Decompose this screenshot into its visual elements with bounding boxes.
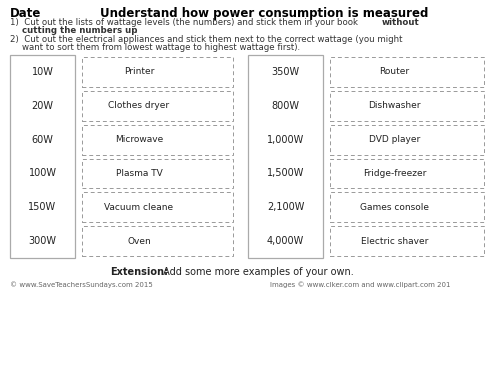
Text: 20W: 20W [32,101,54,111]
Text: Images © www.clker.com and www.clipart.com 201: Images © www.clker.com and www.clipart.c… [270,281,450,288]
Bar [330,226,484,256]
Text: 350W: 350W [272,67,299,77]
Text: 1,000W: 1,000W [267,135,304,145]
Text: Dishwasher: Dishwasher [368,101,420,110]
Text: Vacuum cleane: Vacuum cleane [104,203,174,212]
Text: Clothes dryer: Clothes dryer [108,101,170,110]
Bar [82,226,233,256]
Text: 150W: 150W [28,202,56,212]
Text: want to sort them from lowest wattage to highest wattage first).: want to sort them from lowest wattage to… [22,43,300,52]
Bar [330,91,484,121]
Text: Understand how power consumption is measured: Understand how power consumption is meas… [100,7,428,20]
Text: Oven: Oven [127,237,151,246]
Text: Microwave: Microwave [115,135,163,144]
Text: Extension:: Extension: [110,267,168,277]
Text: 2,100W: 2,100W [267,202,304,212]
Text: 100W: 100W [28,168,56,178]
Text: 800W: 800W [272,101,299,111]
Bar [330,57,484,87]
Bar [82,91,233,121]
Bar [82,57,233,87]
Text: Games console: Games console [360,203,429,212]
Text: Add some more examples of your own.: Add some more examples of your own. [160,267,354,277]
Text: 4,000W: 4,000W [267,236,304,246]
Bar [82,192,233,222]
Text: 60W: 60W [32,135,54,145]
Text: Date: Date [10,7,42,20]
Text: 1,500W: 1,500W [267,168,304,178]
Bar [330,124,484,154]
Text: Electric shaver: Electric shaver [360,237,428,246]
Text: Plasma TV: Plasma TV [116,169,162,178]
Bar [248,55,323,258]
Text: 10W: 10W [32,67,54,77]
Text: Printer: Printer [124,68,154,76]
Text: cutting the numbers up: cutting the numbers up [22,26,138,35]
Text: © www.SaveTeachersSundays.com 2015: © www.SaveTeachersSundays.com 2015 [10,281,153,288]
Text: Fridge-freezer: Fridge-freezer [362,169,426,178]
Text: without: without [382,18,420,27]
Text: 1)  Cut out the lists of wattage levels (the numbers) and stick them in your boo: 1) Cut out the lists of wattage levels (… [10,18,361,27]
Text: DVD player: DVD player [368,135,420,144]
Text: Router: Router [380,68,410,76]
Text: .: . [134,26,136,35]
Text: 2)  Cut out the electrical appliances and stick them next to the correct wattage: 2) Cut out the electrical appliances and… [10,35,402,44]
Bar [10,55,75,258]
Bar [82,124,233,154]
Bar [330,192,484,222]
Text: 300W: 300W [28,236,56,246]
Bar [330,159,484,188]
Bar [82,159,233,188]
